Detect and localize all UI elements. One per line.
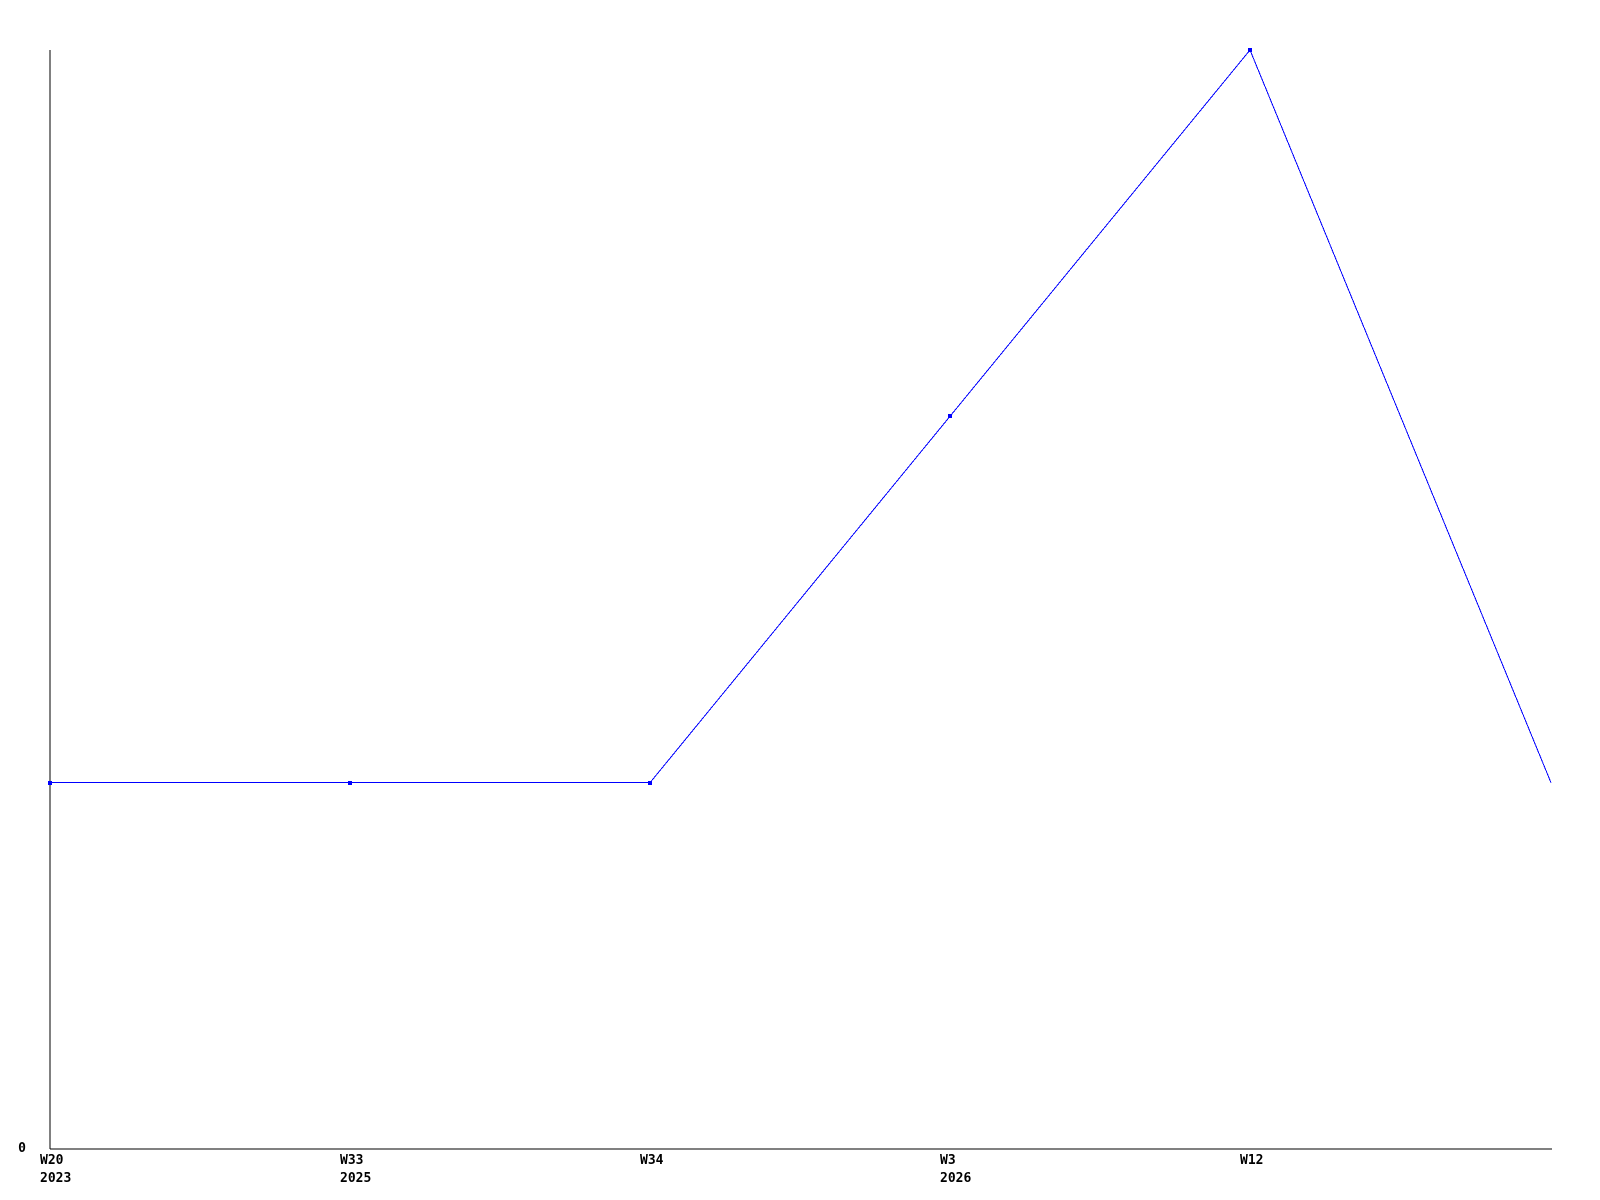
- x-tick-label: W12: [1240, 1152, 1263, 1170]
- x-tick-label: W20 2023: [40, 1152, 71, 1188]
- x-tick-week-label: W20: [40, 1153, 64, 1168]
- x-tick-year-label: 2026: [940, 1171, 972, 1186]
- x-tick-week-label: W3: [940, 1153, 956, 1168]
- data-point-marker: [1248, 48, 1252, 52]
- x-tick-week-label: W33: [340, 1153, 364, 1168]
- x-tick-year-label: 2023: [40, 1171, 72, 1186]
- data-point-marker: [948, 414, 952, 418]
- series-line: [50, 49, 1552, 784]
- x-tick-week-label: W34: [640, 1153, 664, 1168]
- y-zero-label: 0: [18, 1141, 26, 1156]
- data-point-marker: [48, 781, 52, 785]
- x-tick-label: W34: [640, 1152, 663, 1170]
- data-point-marker: [348, 781, 352, 785]
- x-tick-year-label: 2025: [340, 1171, 372, 1186]
- data-point-marker: [648, 781, 652, 785]
- x-tick-label: W33 2025: [340, 1152, 371, 1188]
- x-tick-week-label: W12: [1240, 1153, 1264, 1168]
- x-tick-label: W3 2026: [940, 1152, 971, 1188]
